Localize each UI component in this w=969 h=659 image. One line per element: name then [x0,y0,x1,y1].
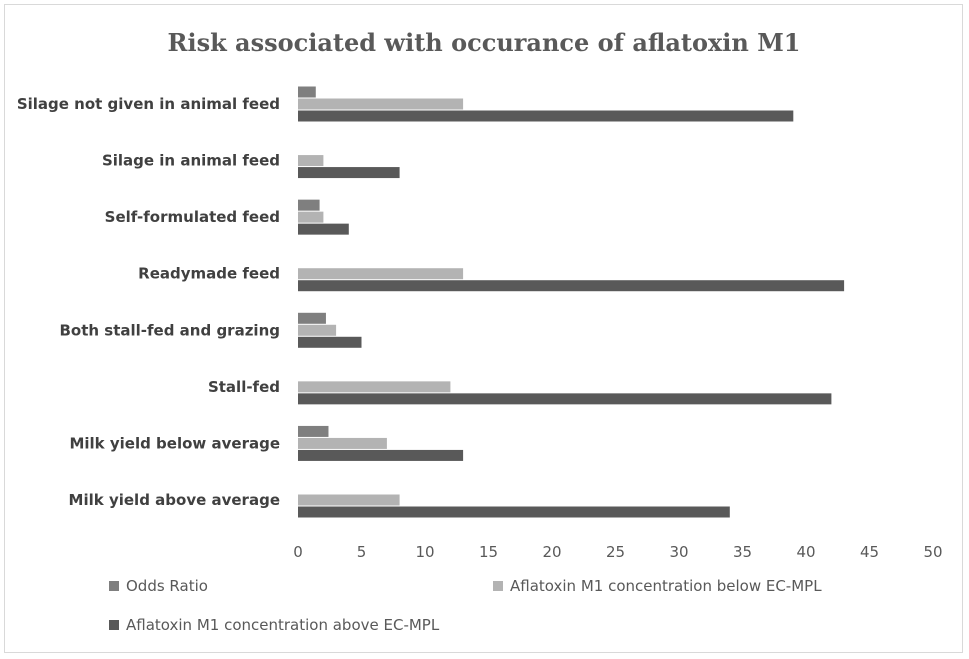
category-label: Stall-fed [208,378,280,396]
bar-chart: Risk associated with occurance of aflato… [17,28,943,634]
bar [298,199,320,211]
category-labels: Silage not given in animal feed Silage in… [17,95,280,509]
bar [298,393,832,405]
x-tick-label: 10 [415,543,434,561]
legend-swatch [493,581,503,591]
bar [298,86,316,98]
bars-layer [298,86,845,518]
bar [298,155,324,167]
legend-label: Odds Ratio [126,577,208,595]
legend-swatch [109,620,119,630]
bar [298,381,451,393]
legend-label: Aflatoxin M1 concentration above EC-MPL [126,616,440,634]
bar [298,280,845,292]
bar [298,167,400,179]
x-tick-label: 15 [479,543,498,561]
chart-title: Risk associated with occurance of aflato… [168,28,801,57]
legend-label: Aflatoxin M1 concentration below EC-MPL [510,577,822,595]
x-tick-label: 50 [923,543,942,561]
legend-swatch [109,581,119,591]
category-label: Both stall-fed and grazing [59,321,280,339]
chart-frame: Risk associated with occurance of aflato… [4,4,963,653]
x-axis-ticks: 0 5 10 15 20 25 30 35 40 45 50 [293,543,942,561]
bar [298,506,730,518]
x-tick-label: 20 [542,543,561,561]
category-label: Silage in animal feed [102,152,280,170]
category-label: Milk yield below average [69,434,280,452]
x-tick-label: 25 [606,543,625,561]
bar [298,98,464,110]
category-label: Readymade feed [138,265,280,283]
category-label: Milk yield above average [69,491,280,509]
x-tick-label: 45 [860,543,879,561]
bar [298,324,337,336]
bar [298,437,387,449]
bar [298,312,326,324]
bar [298,268,464,280]
bar [298,336,362,348]
x-tick-label: 40 [796,543,815,561]
bar [298,449,464,461]
x-tick-label: 30 [669,543,688,561]
x-tick-label: 35 [733,543,752,561]
x-tick-label: 5 [357,543,367,561]
category-label: Self-formulated feed [105,208,280,226]
bar [298,110,794,122]
bar [298,494,400,506]
bar [298,223,349,235]
category-label: Silage not given in animal feed [17,95,280,113]
bar [298,425,329,437]
bar [298,211,324,223]
legend: Odds Ratio Aflatoxin M1 concentration bel… [109,577,822,634]
x-tick-label: 0 [293,543,303,561]
